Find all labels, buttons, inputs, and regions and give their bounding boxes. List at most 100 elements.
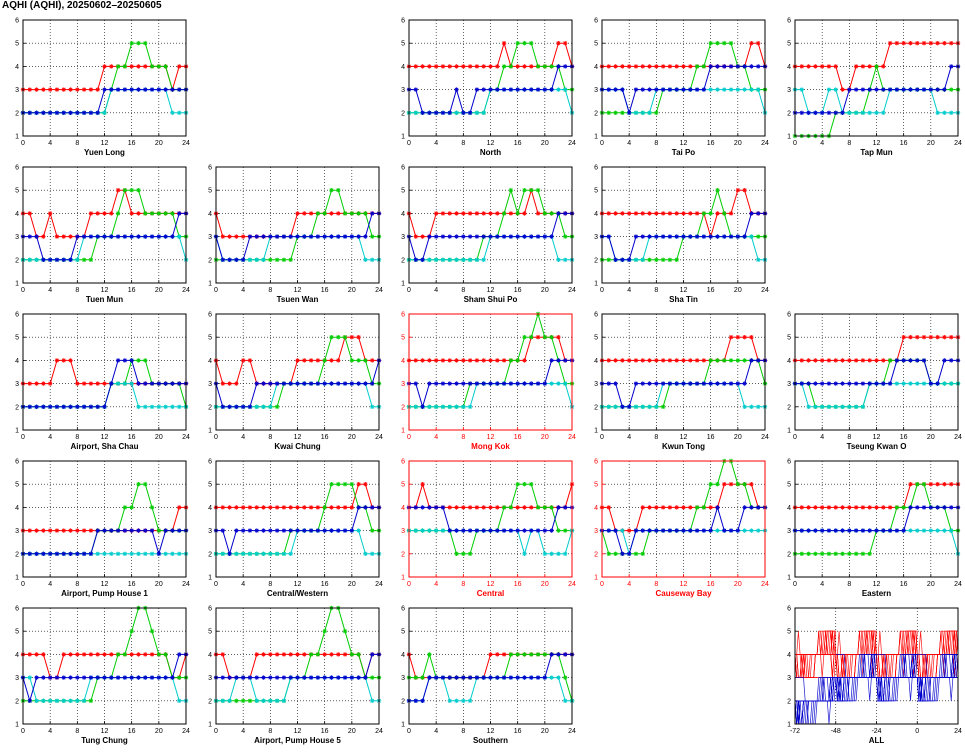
series-red-point — [474, 64, 480, 69]
series-cyan-point — [247, 551, 253, 556]
series-blue-point — [908, 358, 913, 363]
x-tick-label: -72 — [790, 728, 800, 735]
series-blue-point — [620, 404, 625, 409]
series-blue-point — [742, 64, 747, 69]
series-cyan-point — [420, 528, 425, 533]
series-red-point — [81, 87, 87, 92]
series-blue-point — [349, 528, 355, 533]
series-cyan-point — [81, 698, 87, 703]
series-red-point — [47, 528, 53, 533]
series-blue-point — [295, 528, 300, 533]
series-red-point — [942, 41, 947, 46]
series-cyan-point — [149, 404, 155, 409]
series-blue-point — [274, 234, 280, 239]
panel-frame — [601, 166, 766, 284]
series-red-point — [481, 211, 486, 216]
series-blue-point — [254, 528, 259, 533]
series-red-point — [474, 505, 480, 510]
y-tick-label: 1 — [15, 134, 19, 141]
y-tick-label: 4 — [401, 505, 405, 512]
series-blue-point — [556, 358, 561, 363]
series-blue-point — [640, 234, 645, 239]
series-cyan-point — [881, 110, 886, 115]
series-red-point — [806, 505, 811, 510]
series-cyan-point — [177, 551, 182, 556]
series-blue-point — [288, 234, 293, 239]
series-green-point — [563, 528, 568, 533]
series-red-point — [860, 64, 866, 69]
series-cyan-point — [728, 87, 734, 92]
series-red-point — [47, 211, 53, 216]
series-green-point — [240, 698, 246, 703]
series-blue-point — [799, 110, 804, 115]
series-red-point — [647, 505, 652, 510]
series-red-point — [495, 64, 500, 69]
series-green-point — [322, 505, 327, 510]
series-blue-point — [660, 87, 666, 92]
series-green-point — [370, 675, 375, 680]
x-tick-label: -24 — [871, 728, 881, 735]
series-green-point — [322, 358, 327, 363]
series-blue-point — [27, 551, 32, 556]
series-blue-point — [515, 381, 520, 386]
series-blue-point — [488, 234, 493, 239]
series-red-point — [81, 528, 87, 533]
series-cyan-point — [749, 87, 754, 92]
y-tick-label: 1 — [15, 575, 19, 582]
series-green-point — [156, 211, 162, 216]
series-blue-point — [454, 87, 459, 92]
series-blue-point — [149, 675, 155, 680]
series-green-point — [467, 551, 473, 556]
series-blue-point — [681, 528, 686, 533]
series-red-point — [826, 505, 832, 510]
x-tick-label: 24 — [954, 581, 962, 588]
series-blue-point — [915, 505, 920, 510]
series-cyan-point — [102, 110, 107, 115]
x-tick-label: 24 — [568, 140, 576, 147]
x-tick-label: 20 — [541, 287, 549, 294]
x-tick-label: 4 — [48, 287, 52, 294]
series-cyan-point — [813, 404, 818, 409]
series-red-point — [901, 41, 906, 46]
x-tick-label: 20 — [155, 728, 163, 735]
series-blue-point — [474, 675, 480, 680]
series-blue-point — [54, 551, 60, 556]
x-tick-label: 4 — [48, 728, 52, 735]
series-red-point — [41, 381, 46, 386]
series-blue-point — [563, 211, 568, 216]
series-blue-point — [240, 675, 246, 680]
series-blue-point — [81, 551, 87, 556]
x-tick-label: 12 — [487, 287, 495, 294]
y-tick-label: 6 — [208, 459, 212, 466]
panel-frame — [601, 313, 766, 431]
x-tick-label: 8 — [75, 728, 79, 735]
x-tick-label: 20 — [541, 140, 549, 147]
series-cyan-point — [254, 404, 259, 409]
series-cyan-point — [27, 675, 32, 680]
series-blue-point — [47, 675, 53, 680]
series-cyan-point — [177, 234, 182, 239]
x-tick-label: 16 — [128, 434, 136, 441]
series-blue-point — [515, 675, 520, 680]
panel-frame — [794, 313, 959, 431]
series-blue-point — [742, 505, 747, 510]
series-blue-point — [315, 234, 321, 239]
y-tick-label: 3 — [401, 381, 405, 388]
y-tick-label: 5 — [787, 335, 791, 342]
x-tick-label: 0 — [407, 581, 411, 588]
y-tick-label: 2 — [15, 698, 19, 705]
y-tick-label: 2 — [401, 404, 405, 411]
panel-frame — [22, 166, 187, 284]
series-red-point — [860, 358, 866, 363]
series-green-point — [268, 257, 273, 262]
series-green-point — [349, 652, 355, 657]
series-blue-point — [288, 528, 293, 533]
series-cyan-point — [742, 528, 747, 533]
series-red-point — [688, 64, 693, 69]
series-blue-point — [427, 110, 432, 115]
series-blue-point — [41, 404, 46, 409]
series-green-point — [874, 64, 879, 69]
x-tick-label: 4 — [820, 581, 824, 588]
